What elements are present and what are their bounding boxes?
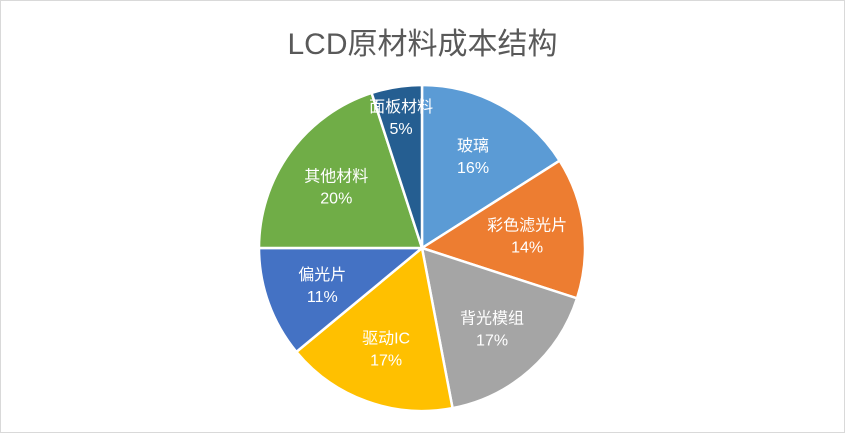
pie-slice-5 [257, 91, 424, 250]
slice-percent-label: 17% [476, 332, 508, 349]
slice-label: 面板材料 [369, 98, 433, 116]
slice-label: 彩色滤光片 [487, 217, 567, 235]
slice-label: 其他材料 [304, 168, 368, 186]
slice-percent-label: 20% [320, 191, 352, 208]
slice-label: 驱动IC [362, 330, 410, 348]
slice-label: 玻璃 [457, 137, 489, 155]
pie-slice-6 [370, 83, 424, 249]
pie-slice-0 [420, 83, 562, 251]
slice-percent-label: 17% [370, 353, 402, 370]
slice-percent-label: 16% [457, 160, 489, 177]
slice-label: 偏光片 [298, 266, 346, 284]
chart-title: LCD原材料成本结构 [287, 28, 558, 61]
slice-percent-label: 11% [307, 289, 338, 306]
pie-slice-2 [420, 246, 579, 410]
pie-slice-3 [294, 245, 455, 413]
pie-slice-1 [419, 158, 587, 300]
pie-slice-4 [257, 246, 426, 354]
slice-percent-label: 14% [511, 240, 543, 257]
slice-percent-label: 5% [390, 121, 413, 138]
slice-label: 背光模组 [460, 309, 524, 327]
